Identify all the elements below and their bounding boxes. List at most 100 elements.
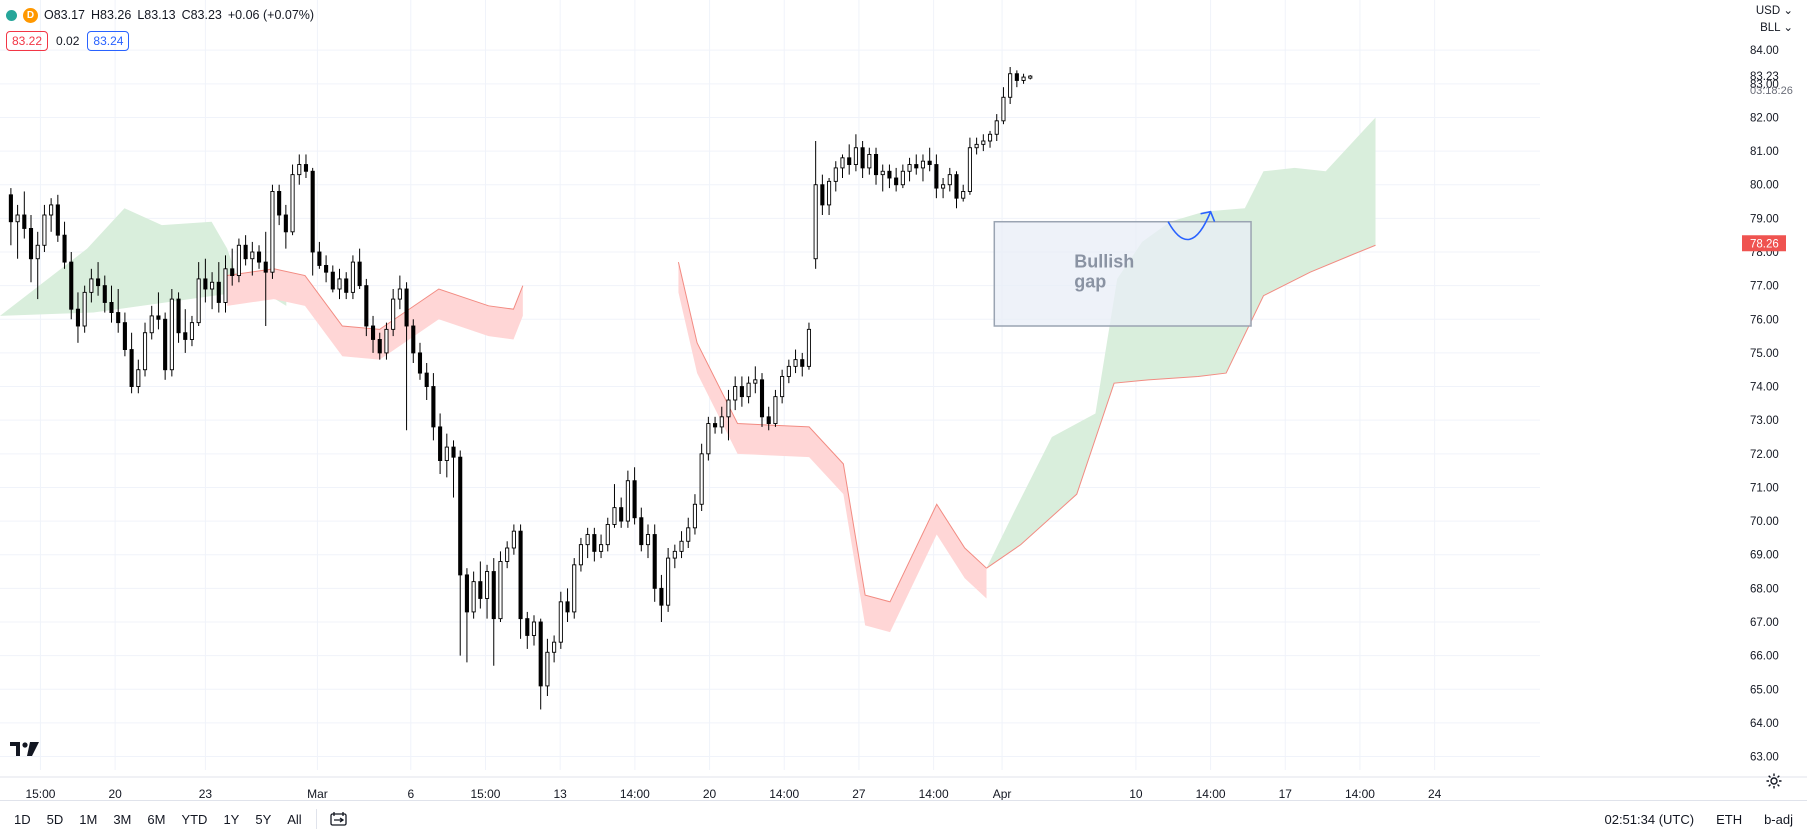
ask-button[interactable]: 83.24 <box>87 31 130 51</box>
candle-body <box>726 399 731 418</box>
candle-body <box>216 281 221 303</box>
candle-body <box>974 143 979 149</box>
price-tick-label: 65.00 <box>1750 684 1779 696</box>
candle-body <box>297 164 302 176</box>
candle-body <box>987 133 993 142</box>
time-tick-label: 27 <box>852 787 866 800</box>
candle-body <box>223 268 228 303</box>
tradingview-logo-icon[interactable] <box>10 741 40 757</box>
time-tick-label: 6 <box>407 787 414 800</box>
spread-value: 0.02 <box>56 34 80 48</box>
candle-body <box>813 184 818 260</box>
candle-body <box>505 547 510 562</box>
session-toggle[interactable]: ETH <box>1716 811 1743 827</box>
clock-time[interactable]: 02:51:34 (UTC) <box>1604 811 1695 827</box>
price-axis[interactable]: 63.00 64.00 65.00 66.00 67.00 68.00 69.00 70.00… <box>1742 45 1793 764</box>
candle-body <box>256 251 262 263</box>
candle-body <box>438 426 443 461</box>
price-tick-label: 69.00 <box>1750 550 1779 562</box>
candle-body <box>357 261 362 287</box>
candle-body <box>525 618 530 636</box>
cloud-line <box>227 268 524 330</box>
candle-body <box>397 288 402 300</box>
time-tick-label: 20 <box>703 787 717 800</box>
candle-body <box>941 184 946 189</box>
time-tick-label: Apr <box>993 787 1012 800</box>
range-buttons: 1D 5D 1M 3M 6M YTD 1Y 5Y All <box>0 812 310 827</box>
unit-selector[interactable]: BLL ⌄ <box>1760 22 1793 34</box>
gap-label-word: gap <box>1074 272 1106 292</box>
cloud-line <box>986 244 1376 569</box>
candle-body <box>75 308 81 327</box>
adjustment-toggle[interactable]: b-adj <box>1764 811 1793 827</box>
date-range-icon[interactable] <box>329 811 349 827</box>
time-tick-label: 17 <box>1279 787 1293 800</box>
time-axis[interactable]: 15:00 20 23 Mar 6 15:00 13 14:00 20 14:00 27 14:00 A… <box>0 776 1807 800</box>
candle-body <box>538 621 543 687</box>
currency-selector[interactable]: USD ⌄ <box>1755 5 1793 17</box>
candle-body <box>163 318 168 371</box>
price-tick-label: 66.00 <box>1750 651 1779 663</box>
candle-body <box>686 527 691 542</box>
candle-body <box>22 214 27 229</box>
candle-body <box>69 261 74 310</box>
candle-body <box>478 581 483 599</box>
range-button-6m[interactable]: 6M <box>147 811 166 827</box>
candle-body <box>1014 73 1019 81</box>
candle-body <box>719 416 724 428</box>
high-value: H83.26 <box>91 8 132 22</box>
range-button-1d[interactable]: 1D <box>14 811 31 827</box>
range-button-1y[interactable]: 1Y <box>223 811 240 827</box>
candle-body <box>706 423 711 455</box>
low-value: L83.13 <box>137 8 176 22</box>
gear-icon[interactable] <box>1765 772 1783 790</box>
interval-badge[interactable]: D <box>23 7 38 23</box>
candle-body <box>377 339 382 354</box>
time-tick-label: 23 <box>199 787 213 800</box>
candle-body <box>484 571 490 599</box>
candle-body <box>384 328 389 354</box>
range-button-all[interactable]: All <box>287 811 302 827</box>
time-tick-label: 14:00 <box>769 787 799 800</box>
candle-body <box>1001 96 1006 122</box>
candle-body <box>129 349 134 387</box>
price-tick-label: 80.00 <box>1750 180 1779 192</box>
candle-body <box>733 386 738 401</box>
candle-body <box>344 278 349 293</box>
candle-body <box>169 298 174 371</box>
range-button-1m[interactable]: 1M <box>79 811 98 827</box>
range-button-ytd[interactable]: YTD <box>181 811 208 827</box>
range-button-3m[interactable]: 3M <box>113 811 132 827</box>
candle-body <box>230 268 235 276</box>
candle-body <box>558 601 563 643</box>
candle-body <box>692 503 697 529</box>
candle-body <box>947 174 952 186</box>
candles[interactable] <box>8 67 1033 710</box>
candle-body <box>713 423 718 428</box>
bid-ask: 83.22 0.02 83.24 <box>6 31 130 51</box>
candle-body <box>599 544 604 552</box>
range-button-5y[interactable]: 5Y <box>255 811 272 827</box>
candle-body <box>82 291 87 327</box>
price-tick-label: 70.00 <box>1750 516 1779 528</box>
candle-body <box>833 167 838 182</box>
candle-body <box>196 278 201 324</box>
candle-body <box>136 369 141 387</box>
range-button-5d[interactable]: 5D <box>46 811 64 827</box>
candle-body <box>786 365 791 377</box>
candle-body <box>920 160 926 169</box>
price-tick-label: 76.00 <box>1750 314 1779 326</box>
candle-body <box>28 228 34 260</box>
candle-body <box>820 184 825 206</box>
time-tick-label: 14:00 <box>1345 787 1375 800</box>
candle-body <box>189 322 195 340</box>
candle-body <box>364 285 369 327</box>
bid-button[interactable]: 83.22 <box>6 31 49 51</box>
candle-body <box>411 325 416 354</box>
price-tick-label: 84.00 <box>1750 45 1779 57</box>
candle-body <box>109 302 114 313</box>
price-tick-label: 74.00 <box>1750 382 1779 394</box>
candle-body <box>873 154 879 176</box>
